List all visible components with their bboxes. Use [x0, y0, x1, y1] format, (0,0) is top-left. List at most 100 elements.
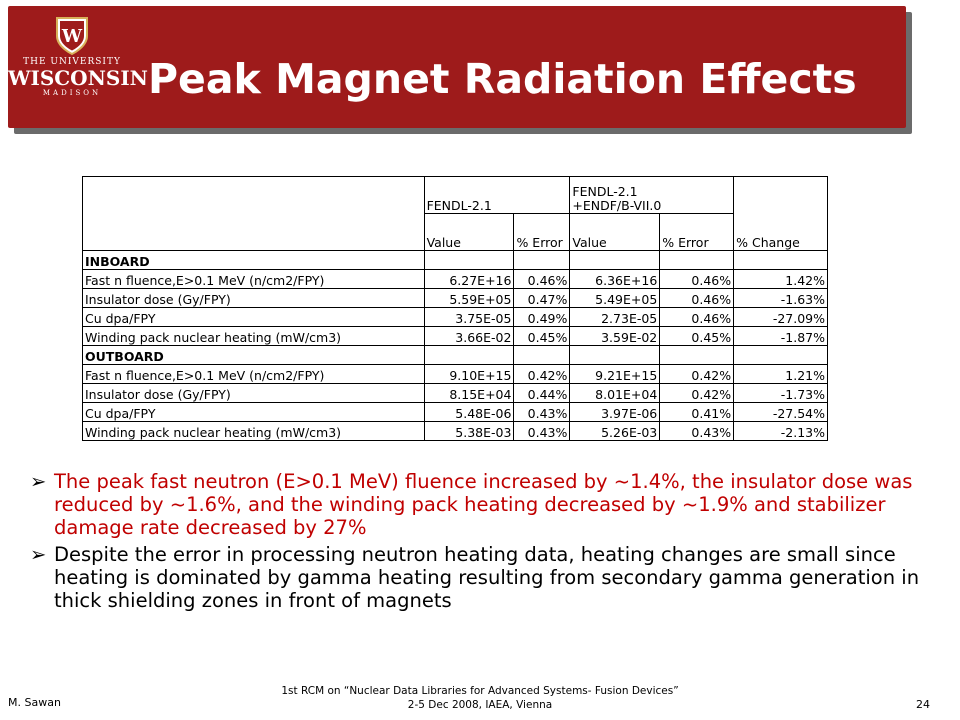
cell-error-1: 0.49% [513, 307, 571, 327]
cell-error-2: 0.43% [659, 421, 735, 441]
bullet-item: ➢ Despite the error in processing neutro… [30, 543, 930, 612]
section-row-inboard: INBOARD [82, 250, 828, 270]
empty-cell [733, 250, 828, 270]
table-corner-cell [82, 176, 425, 251]
cell-value-2: 5.49E+05 [569, 288, 661, 308]
subheader-value-2: Value [569, 213, 661, 251]
cell-error-2: 0.41% [659, 402, 735, 422]
cell-error-1: 0.42% [513, 364, 571, 384]
cell-change: -1.87% [733, 326, 828, 346]
table-row: Insulator dose (Gy/FPY) 5.59E+05 0.47% 5… [82, 288, 828, 308]
bullet-text-1: The peak fast neutron (E>0.1 MeV) fluenc… [54, 470, 913, 539]
cell-error-2: 0.46% [659, 307, 735, 327]
cell-value-1: 5.59E+05 [423, 288, 515, 308]
row-label: Cu dpa/FPY [82, 402, 425, 422]
table-row: Winding pack nuclear heating (mW/cm3) 3.… [82, 326, 828, 346]
cell-value-2: 3.59E-02 [569, 326, 661, 346]
cell-error-2: 0.42% [659, 364, 735, 384]
cell-error-2: 0.42% [659, 383, 735, 403]
group-header-fendl21-endf: FENDL-2.1 +ENDF/B-VII.0 [569, 176, 735, 214]
bullet-list: ➢ The peak fast neutron (E>0.1 MeV) flue… [30, 470, 930, 616]
cell-value-1: 5.48E-06 [423, 402, 515, 422]
footer-author: M. Sawan [8, 696, 61, 709]
cell-value-1: 9.10E+15 [423, 364, 515, 384]
empty-cell [659, 345, 735, 365]
table-row: Cu dpa/FPY 3.75E-05 0.49% 2.73E-05 0.46%… [82, 307, 828, 327]
cell-value-2: 2.73E-05 [569, 307, 661, 327]
results-table: FENDL-2.1 FENDL-2.1 +ENDF/B-VII.0 % Chang… [82, 176, 828, 441]
bullet-text-2: Despite the error in processing neutron … [54, 543, 920, 612]
empty-cell [733, 345, 828, 365]
empty-cell [659, 250, 735, 270]
table-row: Fast n fluence,E>0.1 MeV (n/cm2/FPY) 9.1… [82, 364, 828, 384]
row-label: Fast n fluence,E>0.1 MeV (n/cm2/FPY) [82, 364, 425, 384]
cell-value-1: 3.75E-05 [423, 307, 515, 327]
cell-error-2: 0.45% [659, 326, 735, 346]
cell-error-1: 0.47% [513, 288, 571, 308]
table-row: Insulator dose (Gy/FPY) 8.15E+04 0.44% 8… [82, 383, 828, 403]
cell-error-2: 0.46% [659, 288, 735, 308]
row-label: Insulator dose (Gy/FPY) [82, 288, 425, 308]
change-header-text: % Change [736, 235, 800, 250]
change-header: % Change [733, 176, 828, 251]
table-row: Fast n fluence,E>0.1 MeV (n/cm2/FPY) 6.2… [82, 269, 828, 289]
subheader-value-1: Value [423, 213, 515, 251]
arrow-bullet-icon: ➢ [30, 543, 47, 566]
subheader-error-1: % Error [513, 213, 571, 251]
empty-cell [423, 345, 515, 365]
cell-value-1: 3.66E-02 [423, 326, 515, 346]
empty-cell [423, 250, 515, 270]
table-row: Winding pack nuclear heating (mW/cm3) 5.… [82, 421, 828, 441]
cell-error-1: 0.46% [513, 269, 571, 289]
cell-value-1: 5.38E-03 [423, 421, 515, 441]
svg-text:W: W [61, 26, 83, 47]
cell-change: -2.13% [733, 421, 828, 441]
cell-value-2: 9.21E+15 [569, 364, 661, 384]
row-label: Cu dpa/FPY [82, 307, 425, 327]
empty-cell [513, 250, 571, 270]
cell-error-1: 0.43% [513, 421, 571, 441]
group-header-fendl21: FENDL-2.1 [423, 176, 571, 214]
section-label-inboard: INBOARD [82, 250, 425, 270]
cell-change: -1.73% [733, 383, 828, 403]
empty-cell [513, 345, 571, 365]
cell-error-1: 0.45% [513, 326, 571, 346]
cell-value-2: 6.36E+16 [569, 269, 661, 289]
cell-value-2: 8.01E+04 [569, 383, 661, 403]
row-label: Fast n fluence,E>0.1 MeV (n/cm2/FPY) [82, 269, 425, 289]
header-banner [8, 6, 906, 128]
cell-value-2: 5.26E-03 [569, 421, 661, 441]
logo-line-1: THE UNIVERSITY [23, 57, 121, 67]
page-number: 24 [916, 698, 930, 711]
cell-error-2: 0.46% [659, 269, 735, 289]
row-label: Winding pack nuclear heating (mW/cm3) [82, 326, 425, 346]
row-label: Winding pack nuclear heating (mW/cm3) [82, 421, 425, 441]
cell-error-1: 0.43% [513, 402, 571, 422]
cell-value-2: 3.97E-06 [569, 402, 661, 422]
cell-change: 1.42% [733, 269, 828, 289]
cell-change: -1.63% [733, 288, 828, 308]
table-header-row-2: Value % Error Value % Error [83, 213, 828, 251]
footer-conference: 1st RCM on “Nuclear Data Libraries for A… [200, 684, 760, 712]
page-title: Peak Magnet Radiation Effects [148, 55, 857, 103]
section-row-outboard: OUTBOARD [82, 345, 828, 365]
bullet-item: ➢ The peak fast neutron (E>0.1 MeV) flue… [30, 470, 930, 539]
table-header-row-1: FENDL-2.1 FENDL-2.1 +ENDF/B-VII.0 % Chang… [82, 176, 828, 251]
footer-line-2: 2-5 Dec 2008, IAEA, Vienna [407, 699, 553, 711]
subheader-error-2: % Error [659, 213, 735, 251]
arrow-bullet-icon: ➢ [30, 470, 47, 493]
cell-change: -27.54% [733, 402, 828, 422]
cell-value-1: 8.15E+04 [423, 383, 515, 403]
logo-line-3: MADISON [42, 89, 102, 97]
footer-line-1: 1st RCM on “Nuclear Data Libraries for A… [281, 685, 679, 697]
cell-value-1: 6.27E+16 [423, 269, 515, 289]
empty-cell [569, 345, 661, 365]
logo-line-2: WISCONSIN [8, 66, 148, 90]
row-label: Insulator dose (Gy/FPY) [82, 383, 425, 403]
cell-change: 1.21% [733, 364, 828, 384]
empty-cell [569, 250, 661, 270]
crest-icon: W [56, 17, 88, 56]
section-label-outboard: OUTBOARD [82, 345, 425, 365]
table-row: Cu dpa/FPY 5.48E-06 0.43% 3.97E-06 0.41%… [82, 402, 828, 422]
university-logo: W THE UNIVERSITY WISCONSIN MADISON [8, 16, 148, 128]
